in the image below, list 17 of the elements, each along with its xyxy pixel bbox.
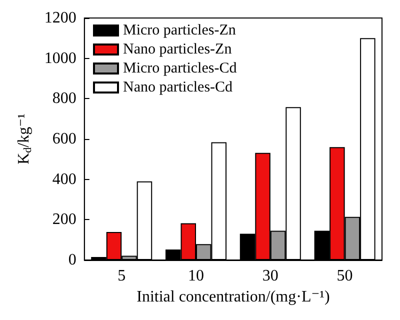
legend-label: Nano particles-Zn (123, 42, 232, 58)
y-tick-label: 800 (52, 90, 76, 108)
x-tick-label: 30 (262, 268, 278, 284)
y-tick-label: 600 (52, 130, 76, 148)
y-tick-label: 1000 (44, 50, 76, 67)
y-tick-label: 0 (68, 252, 76, 268)
legend-label: Micro particles-Zn (123, 22, 236, 38)
y-tick-label: 400 (52, 170, 76, 188)
y-tick-label: 1200 (44, 10, 76, 26)
y-tick-label: 200 (52, 211, 76, 228)
legend-label: Micro particles-Cd (123, 60, 238, 76)
x-tick-label: 50 (336, 268, 353, 284)
y-axis-title: Kd/kg⁻¹ (16, 113, 34, 164)
legend-label: Nano particles-Cd (123, 80, 234, 96)
x-axis-title: Initial concentration/(mg·L⁻¹) (136, 288, 330, 306)
x-tick-label: 5 (118, 268, 126, 284)
x-tick-label: 10 (188, 268, 204, 284)
